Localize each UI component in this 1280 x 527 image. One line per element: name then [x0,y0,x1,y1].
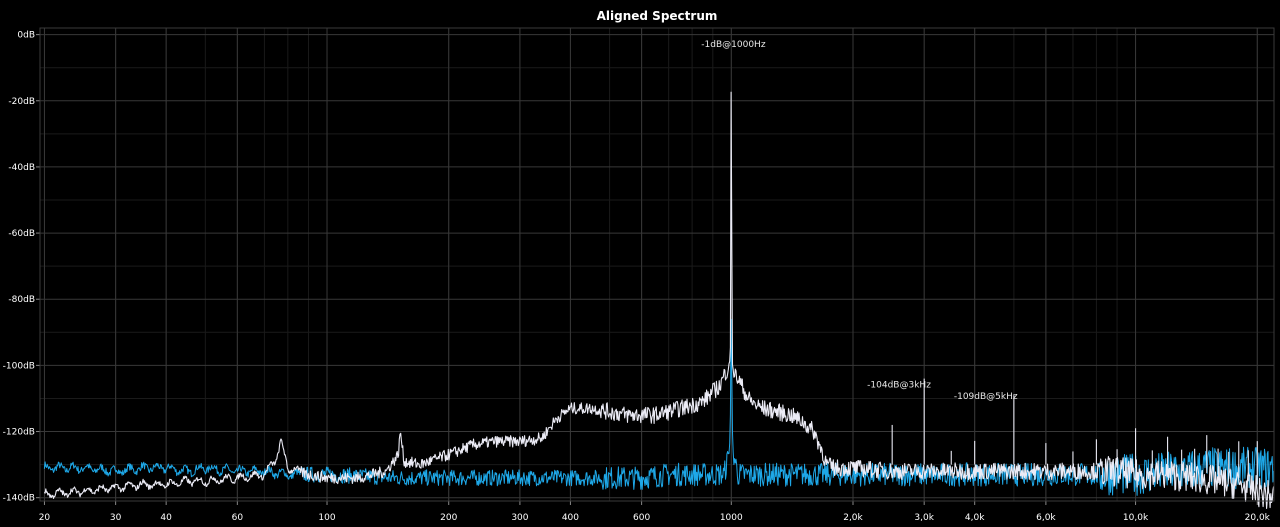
series-line-white [43,91,1275,510]
x-tick-label: 30 [110,513,122,523]
series-layer [43,91,1275,510]
x-tick-label: 400 [562,513,579,523]
x-tick-label: 2,0k [843,513,863,523]
series-line-blue [43,318,1275,496]
y-tick-label: 0dB [17,31,35,41]
x-tick-label: 1000 [720,513,743,523]
x-tick-label: 300 [511,513,528,523]
x-tick-label: 40 [160,513,172,523]
y-tick-label: -100dB [3,361,35,371]
y-tick-label: -60dB [8,229,35,239]
y-tick-label: -20dB [8,97,35,107]
plot-frame [39,27,1275,502]
x-tick-label: 10,0k [1123,513,1149,523]
x-tick-label: 100 [318,513,335,523]
x-tick-label: 200 [440,513,457,523]
x-tick-label: 3,0k [914,513,934,523]
peak-annotation: -109dB@5kHz [954,392,1018,402]
axis-ticks: 0dB -20dB -40dB -60dB -80dB -100dB -120dB -140d… [3,31,1271,523]
grid [40,28,1274,501]
y-tick-label: -40dB [8,163,35,173]
x-tick-label: 4,0k [965,513,985,523]
x-tick-label: 20 [39,513,51,523]
y-tick-label: -80dB [8,295,35,305]
y-tick-label: -140dB [3,494,35,504]
peak-annotation: -104dB@3kHz [867,381,931,391]
x-tick-label: 600 [633,513,650,523]
peak-annotations: -1dB@1000Hz -104dB@3kHz -109dB@5kHz [701,40,1018,402]
x-tick-label: 20,0k [1245,513,1271,523]
chart-title: Aligned Spectrum [597,9,718,23]
harmonic-spurs [891,378,1258,485]
x-tick-label: 60 [232,513,244,523]
y-tick-label: -120dB [3,428,35,438]
peak-annotation: -1dB@1000Hz [701,40,766,50]
x-tick-label: 6,0k [1036,513,1056,523]
